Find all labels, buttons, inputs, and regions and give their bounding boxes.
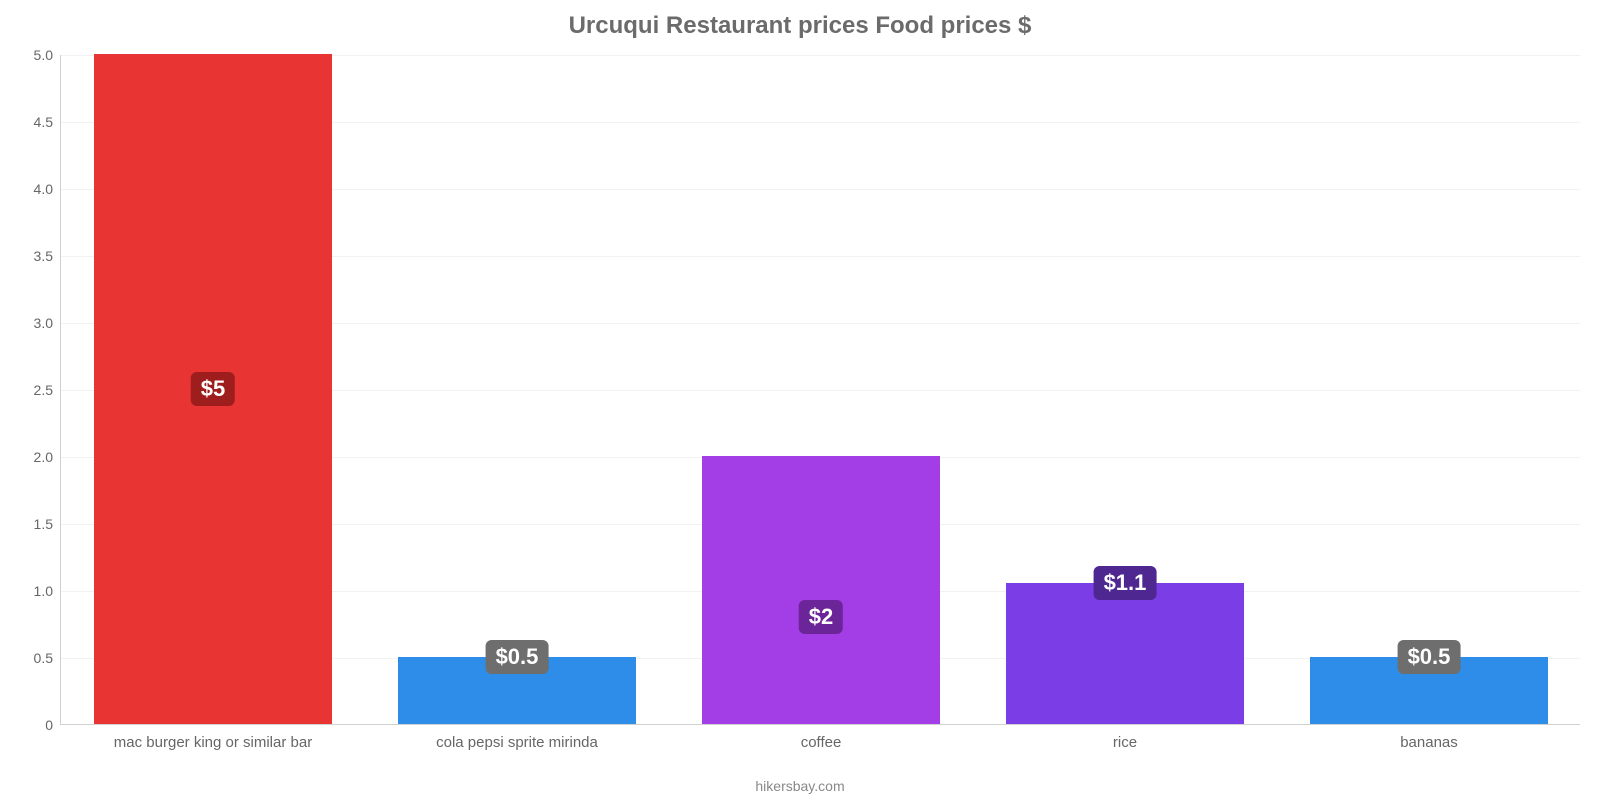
y-tick-label: 0.5	[34, 650, 53, 666]
bar: $2	[702, 456, 939, 724]
x-tick-label: mac burger king or similar bar	[114, 734, 312, 751]
value-badge: $0.5	[1398, 640, 1461, 674]
y-tick-label: 0	[45, 717, 53, 733]
bar: $5	[94, 54, 331, 724]
value-badge: $1.1	[1094, 566, 1157, 600]
y-tick-label: 1.5	[34, 516, 53, 532]
y-tick-label: 4.5	[34, 114, 53, 130]
y-tick-label: 5.0	[34, 47, 53, 63]
y-tick-label: 4.0	[34, 181, 53, 197]
value-badge: $5	[191, 372, 235, 406]
y-tick-label: 3.5	[34, 248, 53, 264]
bar: $1.1	[1006, 583, 1243, 724]
value-badge: $2	[799, 600, 843, 634]
y-tick-label: 2.0	[34, 449, 53, 465]
x-tick-label: coffee	[801, 734, 842, 751]
value-badge: $0.5	[486, 640, 549, 674]
chart-title: Urcuqui Restaurant prices Food prices $	[0, 12, 1600, 40]
x-tick-label: rice	[1113, 734, 1137, 751]
y-tick-label: 1.0	[34, 583, 53, 599]
x-tick-label: bananas	[1400, 734, 1458, 751]
y-tick-label: 2.5	[34, 382, 53, 398]
bar: $0.5	[1310, 657, 1547, 724]
plot-area: 00.51.01.52.02.53.03.54.04.55.0$5mac bur…	[60, 55, 1580, 725]
chart-footer: hikersbay.com	[0, 778, 1600, 794]
y-tick-label: 3.0	[34, 315, 53, 331]
bar: $0.5	[398, 657, 635, 724]
x-tick-label: cola pepsi sprite mirinda	[436, 734, 598, 751]
